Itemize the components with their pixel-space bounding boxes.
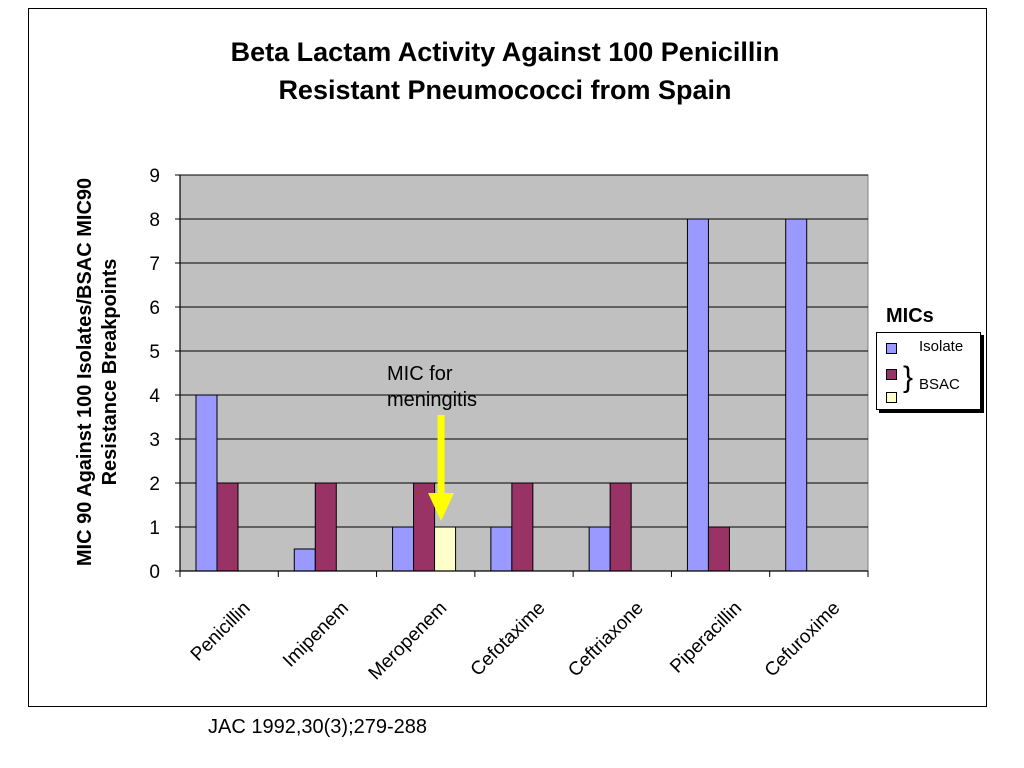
annotation-line-2: meningitis [387, 389, 478, 411]
legend-brace-icon: } [903, 361, 914, 394]
annotation-arrow-head [428, 493, 455, 521]
meningitis-annotation: MIC for meningitis [387, 361, 477, 413]
bar [434, 526, 457, 572]
x-tick-label: Cefotaxime [467, 598, 550, 681]
citation: JAC 1992,30(3);279-288 [208, 716, 428, 738]
bar [490, 526, 513, 572]
legend-swatch-bsac-2 [886, 392, 897, 403]
bar [785, 218, 808, 572]
y-tick-label: 3 [149, 430, 160, 451]
bar [511, 482, 534, 572]
y-tick-label: 5 [149, 342, 160, 363]
bar [195, 394, 218, 572]
legend-title: MICs [886, 305, 934, 327]
legend-swatch-isolate [886, 343, 897, 354]
x-tick-label: Piperacillin [666, 598, 746, 678]
bar [293, 548, 316, 572]
y-tick-label: 0 [149, 562, 160, 583]
bar [216, 482, 239, 572]
legend-swatch-bsac-1 [886, 369, 897, 380]
bar [686, 218, 709, 572]
legend-label-bsac: BSAC [919, 376, 960, 393]
bar [392, 526, 415, 572]
y-tick-label: 4 [149, 386, 160, 407]
x-tick-label: Penicillin [187, 598, 255, 666]
chart-title-line-1: Beta Lactam Activity Against 100 Penicil… [230, 37, 780, 67]
y-tick-label: 2 [149, 474, 160, 495]
annotation-line-1: MIC for [387, 363, 453, 385]
bar [609, 482, 632, 572]
chart-title: Beta Lactam Activity Against 100 Penicil… [140, 33, 870, 109]
y-tick-label: 1 [149, 518, 160, 539]
chart-title-line-2: Resistant Pneumococci from Spain [278, 75, 732, 105]
y-tick-label: 8 [149, 210, 160, 231]
x-tick-label: Imipenem [279, 598, 353, 672]
y-tick-label: 9 [149, 166, 160, 187]
bar [707, 526, 730, 572]
y-tick-label: 6 [149, 298, 160, 319]
bar [588, 526, 611, 572]
y-tick-label: 7 [149, 254, 160, 275]
x-tick-label: Meropenem [365, 598, 452, 685]
legend: Isolate BSAC [876, 332, 981, 410]
x-tick-label: Ceftriaxone [564, 598, 648, 682]
bar [314, 482, 337, 572]
x-tick-label: Cefuroxime [761, 598, 845, 682]
legend-label-isolate: Isolate [919, 338, 964, 355]
